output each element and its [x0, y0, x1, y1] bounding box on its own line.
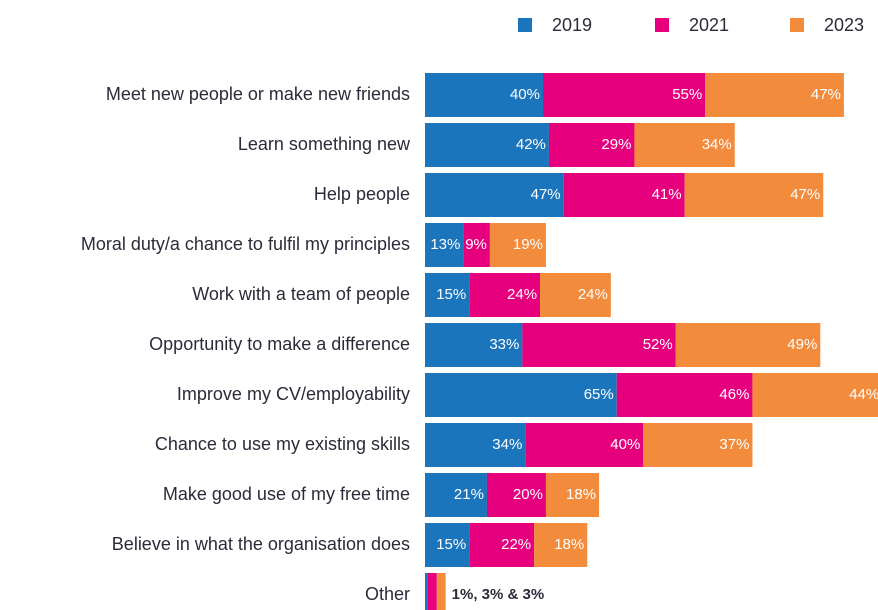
legend-label: 2019: [552, 15, 592, 35]
bar-segment: [425, 573, 428, 610]
value-label: 9%: [465, 236, 487, 253]
value-label: 37%: [719, 436, 749, 453]
category-label: Moral duty/a chance to fulfil my princip…: [81, 234, 410, 254]
bar-segment: [543, 73, 706, 117]
category-label: Work with a team of people: [192, 284, 410, 304]
value-label: 18%: [566, 486, 596, 503]
bar-segment: [616, 373, 753, 417]
legend-swatch: [790, 18, 804, 32]
value-label: 29%: [601, 136, 631, 153]
category-label: Help people: [314, 184, 410, 204]
bar-segment: [489, 223, 546, 267]
value-label: 40%: [610, 436, 640, 453]
category-label: Believe in what the organisation does: [112, 534, 410, 554]
value-label: 40%: [510, 86, 540, 103]
category-label: Opportunity to make a difference: [149, 334, 410, 354]
bar-segment: [425, 123, 549, 167]
value-label: 49%: [787, 336, 817, 353]
value-label: 13%: [430, 236, 460, 253]
bar-segment: [425, 223, 464, 267]
value-label: 44%: [849, 386, 878, 403]
bar-segment: [486, 473, 546, 517]
category-label: Improve my CV/employability: [177, 384, 410, 404]
bar-segment: [752, 373, 878, 417]
bar-segment: [427, 573, 437, 610]
bar-segment: [563, 173, 685, 217]
category-label: Other: [365, 584, 410, 604]
category-label: Chance to use my existing skills: [155, 434, 410, 454]
bar-segment: [425, 373, 617, 417]
bar-segment: [425, 473, 487, 517]
legend-label: 2023: [824, 15, 864, 35]
legend-swatch: [518, 18, 532, 32]
category-label: Meet new people or make new friends: [106, 84, 410, 104]
bar-segment: [425, 423, 526, 467]
bar-segment: [469, 273, 541, 317]
bar-segment: [425, 173, 564, 217]
category-label: Make good use of my free time: [163, 484, 410, 504]
bar-segment: [675, 323, 821, 367]
bar-segment: [634, 123, 735, 167]
bar-segment: [425, 273, 470, 317]
value-label: 47%: [811, 86, 841, 103]
value-label: 34%: [492, 436, 522, 453]
value-label: 46%: [719, 386, 749, 403]
bar-segment: [525, 423, 644, 467]
value-label: 33%: [489, 336, 519, 353]
annotation: 1%, 3% & 3%: [452, 586, 545, 603]
value-label: 41%: [652, 186, 682, 203]
value-label: 15%: [436, 536, 466, 553]
category-label: Learn something new: [238, 134, 411, 154]
value-label: 47%: [790, 186, 820, 203]
value-label: 24%: [507, 286, 537, 303]
bar-segment: [540, 273, 611, 317]
value-label: 15%: [436, 286, 466, 303]
value-label: 34%: [702, 136, 732, 153]
bar-segment: [643, 423, 753, 467]
value-label: 22%: [501, 536, 531, 553]
bar-segment: [545, 473, 600, 517]
value-label: 55%: [672, 86, 702, 103]
bar-segment: [548, 123, 635, 167]
value-label: 65%: [584, 386, 614, 403]
bar-segment: [684, 173, 824, 217]
bar-segment: [522, 323, 676, 367]
value-label: 20%: [513, 486, 543, 503]
value-label: 24%: [578, 286, 608, 303]
value-label: 19%: [513, 236, 543, 253]
value-label: 52%: [643, 336, 673, 353]
bar-segment: [705, 73, 844, 117]
bar-segment: [425, 323, 523, 367]
value-label: 47%: [531, 186, 561, 203]
bar-segment: [436, 573, 446, 610]
value-label: 21%: [454, 486, 484, 503]
bar-segment: [425, 523, 470, 567]
bar-segment: [425, 73, 543, 117]
value-label: 18%: [554, 536, 584, 553]
bar-segment: [463, 223, 490, 267]
value-label: 42%: [516, 136, 546, 153]
bar-segment: [534, 523, 588, 567]
bar-segment: [469, 523, 535, 567]
legend-label: 2021: [689, 15, 729, 35]
legend-swatch: [655, 18, 669, 32]
